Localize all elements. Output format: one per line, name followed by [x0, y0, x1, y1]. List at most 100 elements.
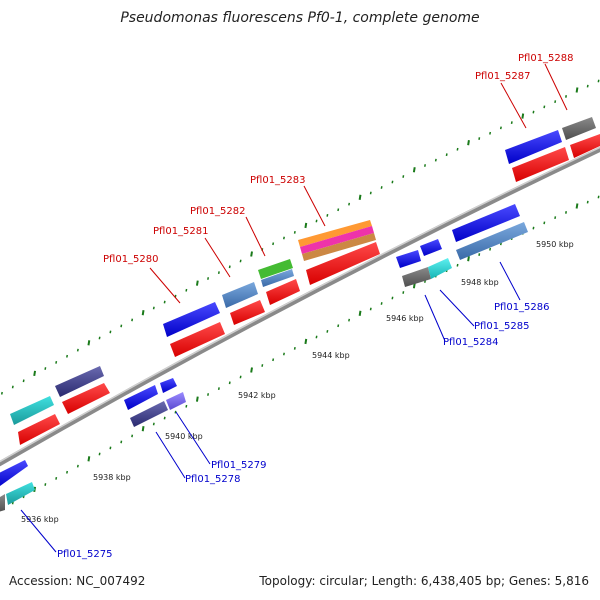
- tick-dot: [597, 79, 600, 83]
- tick-dot: [380, 302, 383, 305]
- backbone-group: [0, 146, 600, 467]
- tick-dot: [597, 195, 600, 199]
- tick-dot: [33, 370, 37, 377]
- gene-pfl01-5277[interactable]: [160, 378, 177, 393]
- tick-dot: [456, 147, 459, 151]
- label-pfl01-5282[interactable]: Pfl01_5282: [190, 206, 246, 217]
- gene-pfl01-5283-low[interactable]: [302, 233, 376, 261]
- tick-dot: [141, 310, 145, 316]
- gene-pfl01-5285-blue[interactable]: [420, 239, 442, 256]
- tick-marks: [0, 79, 600, 511]
- label-pfl01-5284[interactable]: Pfl01_5284: [443, 337, 499, 348]
- tick-dot: [87, 340, 91, 346]
- gene-pfl01-5283[interactable]: [298, 220, 372, 247]
- gene-pfl01-5283-red[interactable]: [306, 242, 380, 285]
- leader-5285: [439, 289, 475, 327]
- gene-left-gray[interactable]: [0, 494, 5, 513]
- tick-dot: [391, 180, 394, 184]
- label-pfl01-5283[interactable]: Pfl01_5283: [250, 175, 306, 186]
- tick-dot: [239, 259, 242, 263]
- gene-left-navy[interactable]: [55, 366, 104, 397]
- tick-dot: [66, 354, 69, 358]
- leader-lines: [20, 63, 568, 553]
- leader-5282: [245, 216, 266, 257]
- label-pfl01-5287[interactable]: Pfl01_5287: [475, 71, 531, 82]
- tick-dot: [163, 300, 166, 304]
- gene-left-blue[interactable]: [0, 460, 28, 488]
- gene-pfl01-5288[interactable]: [562, 117, 596, 140]
- gene-pfl01-5285[interactable]: [428, 258, 452, 279]
- label-pfl01-5285[interactable]: Pfl01_5285: [474, 321, 530, 332]
- tick-dot: [22, 379, 25, 383]
- tick-dot: [239, 375, 242, 379]
- tick-dot: [98, 336, 101, 340]
- tick-dot: [217, 271, 220, 275]
- gene-pfl01-5283-mid[interactable]: [300, 226, 374, 254]
- gene-left-red-2[interactable]: [62, 383, 110, 414]
- gene-pfl01-5281[interactable]: [222, 282, 258, 308]
- tick-dot: [217, 387, 220, 391]
- tick-dot: [575, 203, 579, 209]
- tick-label-5942: 5942 kbp: [238, 391, 276, 400]
- tick-dot: [120, 324, 123, 328]
- gene-pfl01-5281-red[interactable]: [230, 300, 265, 325]
- label-pfl01-5279[interactable]: Pfl01_5279: [211, 460, 267, 471]
- tick-dot: [380, 186, 383, 189]
- tick-dot: [369, 307, 372, 311]
- tick-dot: [109, 446, 112, 450]
- tick-label-5948: 5948 kbp: [461, 278, 499, 287]
- label-pfl01-5288[interactable]: Pfl01_5288: [518, 53, 574, 64]
- gene-pfl01-5288-red[interactable]: [570, 134, 600, 158]
- gene-pfl01-5286-blue[interactable]: [452, 204, 520, 242]
- gene-pfl01-5284[interactable]: [402, 267, 431, 287]
- gene-pfl01-5280[interactable]: [163, 302, 220, 337]
- accession-label: Accession: NC_007492: [9, 574, 146, 588]
- tick-dot: [467, 139, 470, 146]
- tick-dot: [532, 110, 535, 114]
- tick-dot: [543, 105, 546, 109]
- gene-pfl01-5287[interactable]: [505, 130, 562, 164]
- label-pfl01-5280[interactable]: Pfl01_5280: [103, 254, 159, 265]
- tick-dot: [391, 296, 394, 300]
- label-pfl01-5278[interactable]: Pfl01_5278: [185, 474, 241, 485]
- tick-dot: [337, 324, 340, 328]
- tick-dot: [76, 348, 79, 352]
- gene-pfl01-5286[interactable]: [456, 222, 528, 260]
- gene-pfl01-5279[interactable]: [166, 392, 186, 410]
- tick-dot: [510, 121, 513, 125]
- gene-pfl01-5278[interactable]: [130, 401, 168, 427]
- gene-left-teal-2[interactable]: [10, 396, 54, 425]
- gene-pfl01-5287-red[interactable]: [512, 147, 569, 182]
- label-pfl01-5281[interactable]: Pfl01_5281: [153, 226, 209, 237]
- tick-dot: [0, 391, 3, 395]
- gene-pfl01-5282-b[interactable]: [261, 269, 294, 287]
- gene-pfl01-5282-red[interactable]: [266, 279, 300, 305]
- tick-dot: [131, 434, 134, 438]
- leader-5284: [424, 294, 446, 342]
- leader-5281: [204, 237, 231, 278]
- label-pfl01-5275[interactable]: Pfl01_5275: [57, 549, 113, 560]
- tick-dot: [195, 396, 199, 402]
- tick-dot: [282, 352, 285, 356]
- tick-dot: [11, 385, 14, 389]
- gene-left-teal[interactable]: [6, 482, 35, 505]
- gene-left-red[interactable]: [18, 414, 60, 445]
- tick-dot: [207, 393, 210, 396]
- tick-label-5946: 5946 kbp: [386, 314, 424, 323]
- leader-5287: [500, 82, 527, 129]
- tick-dot: [315, 219, 318, 223]
- gene-pfl01-5276[interactable]: [124, 385, 158, 410]
- tick-dot: [565, 95, 567, 98]
- map-title: Pseudomonas fluorescens Pf0-1, complete …: [120, 10, 480, 26]
- gene-pfl01-5282[interactable]: [258, 259, 293, 279]
- gene-pfl01-5284-blue[interactable]: [396, 250, 421, 268]
- gene-pfl01-5280-red[interactable]: [170, 322, 225, 357]
- tick-dot: [337, 208, 340, 212]
- tick-dot: [195, 280, 199, 286]
- tick-dot: [402, 291, 405, 294]
- tick-dot: [358, 310, 362, 316]
- tick-dot: [315, 335, 318, 339]
- label-pfl01-5286[interactable]: Pfl01_5286: [494, 302, 550, 313]
- tick-dot: [586, 200, 589, 204]
